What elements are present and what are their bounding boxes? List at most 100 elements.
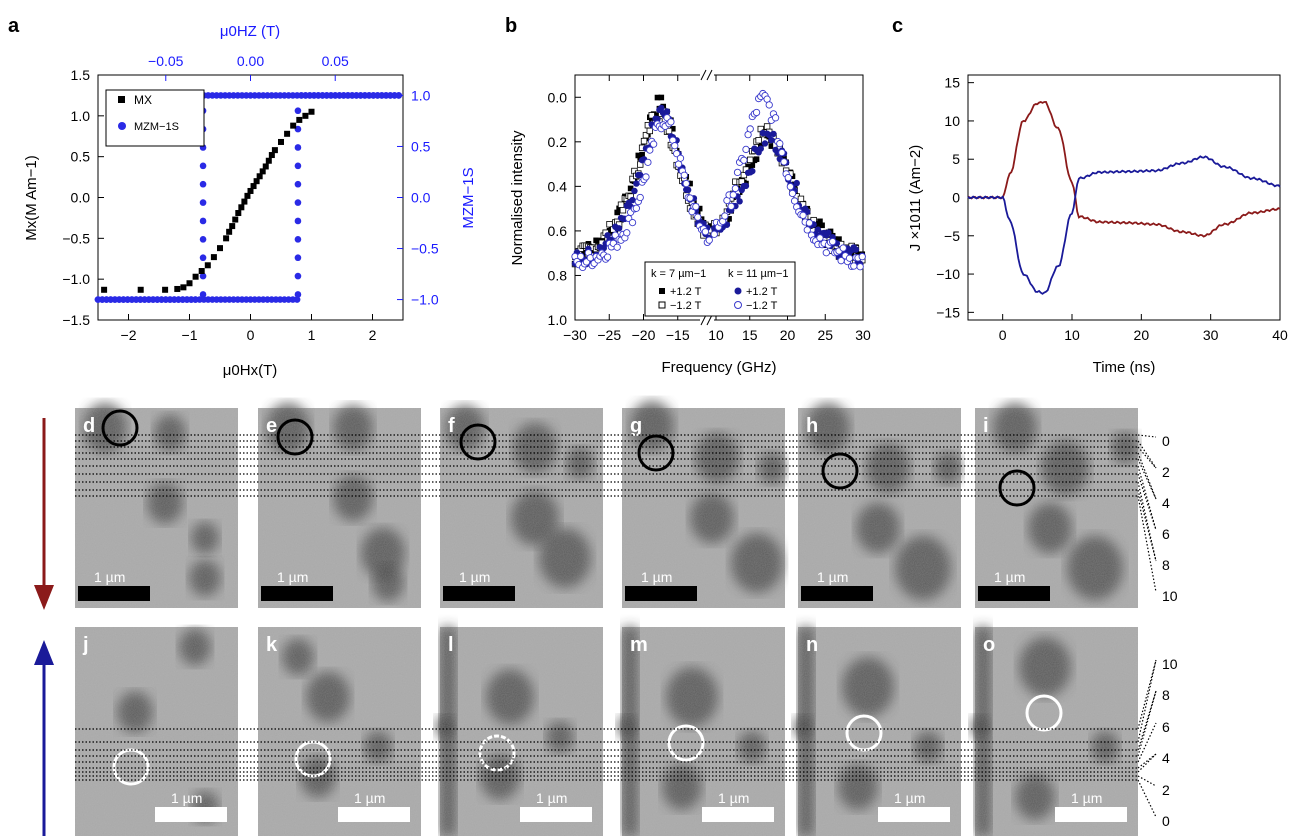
data-point-mx (253, 178, 260, 185)
x-tick-label-a: −1 (182, 327, 198, 343)
tracked-skyrmion-circle (478, 734, 516, 772)
image-noise (258, 627, 421, 836)
scale-bar-label: 1 µm (817, 569, 848, 585)
data-point-k11-minus (746, 125, 754, 133)
image-row-bottom: j 1 µm k 1 µm l 1 µm m 1 µm n 1 µm o 1 µm (75, 627, 1138, 836)
data-point-mx (180, 284, 187, 291)
data-point-k7-minus (642, 131, 650, 139)
data-point-k11-plus-square (817, 218, 823, 225)
line-scale-label: 4 (1162, 750, 1170, 766)
legend-label-k7-plus: +1.2 T (670, 286, 702, 298)
scale-bar (338, 807, 410, 822)
data-point-k7-minus-circle (577, 252, 585, 261)
right-y-tick-label-a: 0.0 (411, 190, 431, 206)
data-point-mx (186, 280, 193, 287)
data-point-k7-minus-circle (636, 193, 644, 202)
y-tick-label-a: 0.0 (71, 190, 91, 206)
dotted-fan-line (1137, 779, 1157, 818)
x-tick-label-c: 10 (1064, 327, 1080, 343)
y-tick-label-b: 0.8 (548, 267, 568, 283)
line-scale-label: 10 (1162, 588, 1178, 604)
data-point-k7-minus-circle (673, 149, 681, 158)
data-point-mz (293, 296, 301, 303)
scale-bar-label: 1 µm (277, 569, 308, 585)
data-point-k7-minus-circle (642, 173, 650, 181)
panel-label-g: g (630, 415, 642, 437)
scale-bar-label: 1 µm (171, 790, 202, 806)
data-point-k7-minus-circle (649, 140, 658, 148)
data-point-k11-minus (822, 249, 830, 257)
data-point-k11-minus (721, 212, 729, 220)
data-point-k7-minus-circle (701, 228, 710, 236)
data-point-k11-plus (761, 140, 769, 147)
data-point-k7-minus-circle (694, 213, 702, 221)
data-point-k11-plus (770, 130, 777, 138)
dotted-fan-line (1137, 659, 1157, 730)
up-arrow-icon (34, 640, 54, 836)
x-tick-label-a: −2 (121, 327, 137, 343)
data-point-k7-plus (654, 94, 661, 101)
data-point-mx (256, 173, 263, 180)
data-point-k7-minus-circle (603, 253, 612, 261)
data-point-k11-minus (778, 148, 786, 157)
data-point-k7-minus-circle (680, 171, 688, 179)
data-point-k7-plus (614, 209, 620, 216)
data-point-mz (199, 180, 207, 188)
scale-bar-label: 1 µm (354, 790, 385, 806)
x-tick-label-c: 40 (1272, 327, 1288, 343)
dotted-fan-line (1137, 446, 1157, 469)
tracked-skyrmion-circle (276, 418, 314, 456)
scale-bar (702, 807, 774, 822)
data-point-mz (199, 217, 207, 225)
data-point-k11-plus (768, 136, 775, 144)
line-scale-top: 0 2 4 6 8 10 (75, 433, 1178, 604)
scale-bar (520, 807, 592, 822)
image-noise (440, 627, 603, 836)
dotted-fan-line (1137, 722, 1157, 763)
data-point-mz (294, 199, 302, 206)
legend-label-k7-minus: −1.2 T (670, 300, 702, 312)
data-point-k7-plus-circle (615, 225, 623, 232)
line-scale-label: 2 (1162, 782, 1170, 798)
axis-ticks-c: 0 10 20 30 40 15 10 5 0 −5 −10 −15 (936, 75, 1288, 343)
image-tile: i 1 µm (975, 402, 1139, 608)
data-point-mx (198, 268, 205, 274)
tracked-skyrmion-circle (101, 409, 139, 447)
data-point-k11-minus (740, 156, 748, 164)
data-point-k11-minus-square (763, 123, 771, 130)
line-scale-label: 10 (1162, 656, 1178, 672)
data-point-mx (162, 286, 169, 293)
scale-bar-label: 1 µm (641, 569, 672, 585)
data-point-k7-minus-circle (674, 160, 683, 168)
y-tick-label-a: −1.0 (62, 271, 90, 287)
y-tick-label-c: 10 (944, 113, 960, 129)
scale-bar-label: 1 µm (718, 790, 749, 806)
data-point-k11-plus (825, 229, 832, 236)
y-tick-label-a: −0.5 (62, 230, 90, 246)
scale-bar (443, 586, 515, 601)
data-point-k7-plus (696, 205, 703, 212)
data-point-k7-plus-circle (604, 232, 611, 239)
data-point-k11-minus-square (797, 195, 805, 203)
data-b (571, 89, 866, 272)
data-point-mx (232, 216, 239, 223)
data-point-mx (271, 147, 278, 154)
plot-frame-c (967, 74, 1281, 321)
legend-marker-k7-plus (659, 288, 665, 294)
axis-break-mark (706, 314, 713, 326)
data-point-k11-minus (856, 263, 864, 271)
panel-label-o: o (983, 634, 995, 656)
data-point-k7-minus-circle (628, 218, 637, 227)
dotted-fan-line (1137, 690, 1157, 757)
data-point-k7-plus-circle (629, 196, 636, 204)
data-point-mx (262, 163, 269, 170)
x-tick-label-c: 30 (1203, 327, 1219, 343)
data-point-mz (294, 107, 302, 115)
right-y-tick-label-a: 0.5 (411, 138, 431, 154)
data-point-mx (174, 285, 181, 292)
line-scale-label: 0 (1162, 433, 1170, 449)
panel-label-b: b (505, 15, 517, 37)
line-scale-label: 8 (1162, 687, 1170, 703)
axis-break-mark (700, 69, 707, 81)
